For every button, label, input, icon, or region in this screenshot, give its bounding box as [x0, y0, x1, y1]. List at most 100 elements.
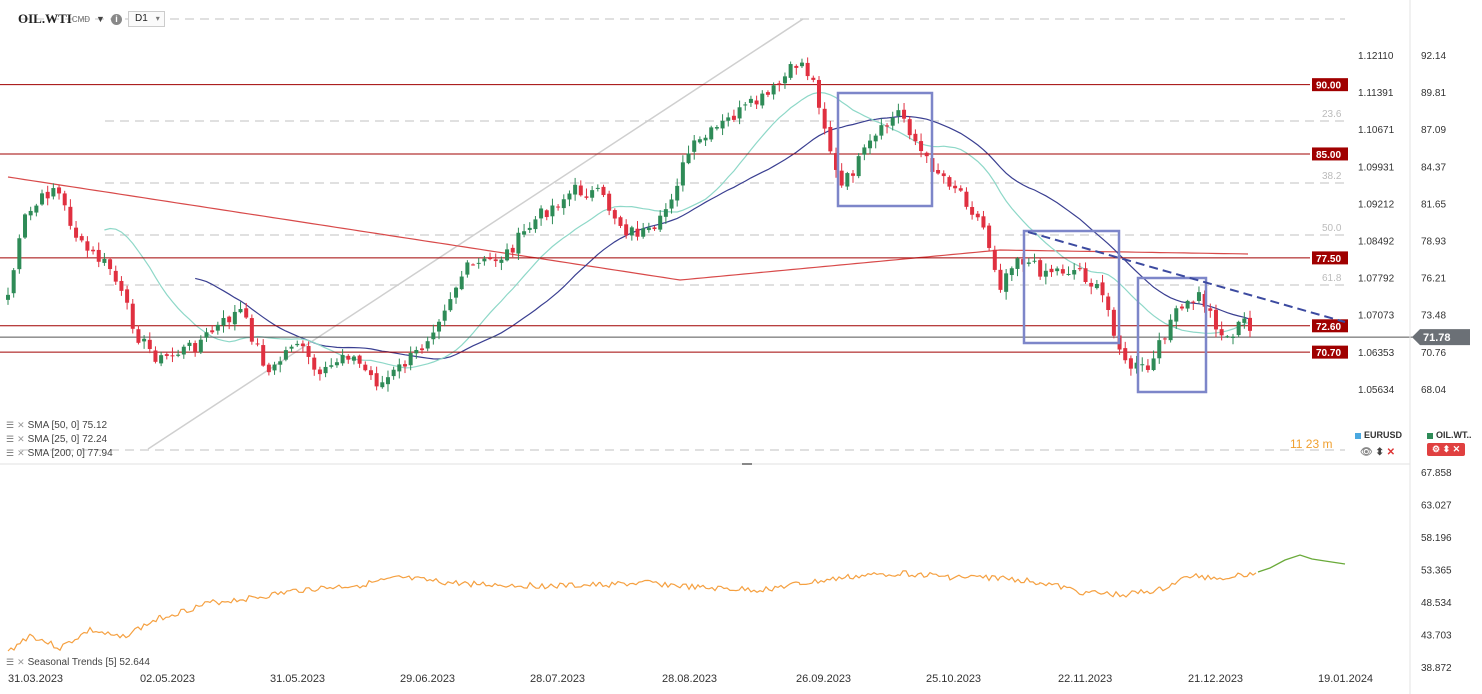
eye-icon[interactable]: 👁: [1360, 447, 1373, 458]
candle-body: [890, 117, 895, 126]
date-tick: 25.10.2023: [926, 673, 981, 685]
sma200-path: [7, 176, 1249, 281]
candle-body: [1066, 273, 1071, 275]
symbol-name[interactable]: OIL.WTI: [18, 11, 72, 26]
candle-body: [1100, 282, 1105, 296]
candle-body: [1083, 268, 1088, 282]
level-tag-label: 90.00: [1316, 81, 1341, 92]
close-icon[interactable]: ✕: [17, 657, 25, 667]
close-icon[interactable]: ✕: [17, 420, 25, 430]
candle-body: [1151, 358, 1156, 371]
menu-icon[interactable]: ☰: [6, 434, 15, 444]
candle-body: [363, 364, 368, 371]
price-tick: 87.09: [1421, 125, 1446, 136]
chevron-down-icon[interactable]: ▼: [96, 14, 105, 24]
candle-body: [312, 357, 317, 370]
candle-body: [924, 152, 929, 157]
timeframe-select[interactable]: D1: [127, 11, 165, 27]
candle-body: [198, 339, 203, 353]
menu-icon[interactable]: ☰: [6, 448, 15, 458]
candle-body: [590, 190, 595, 198]
candle-body: [1191, 301, 1196, 303]
candle-body: [425, 341, 430, 349]
candle-body: [306, 346, 311, 357]
indicator-sma25[interactable]: ☰ ✕ SMA [25, 0] 72.24: [6, 434, 107, 445]
candle-body: [936, 169, 941, 174]
level-tag-label: 70.70: [1316, 348, 1341, 359]
candle-body: [1055, 268, 1060, 272]
legend-oilwti-controls[interactable]: ⚙ ⬍ ✕: [1427, 443, 1466, 456]
candle-body: [1219, 329, 1224, 336]
close-icon[interactable]: ✕: [17, 434, 25, 444]
candle-body: [635, 228, 640, 237]
candle-body: [499, 259, 504, 263]
candle-body: [947, 177, 952, 187]
candle-body: [941, 173, 946, 177]
menu-icon[interactable]: ☰: [6, 420, 15, 430]
price-tick: 89.81: [1421, 88, 1446, 99]
close-icon[interactable]: ✕: [1386, 447, 1396, 458]
candle-body: [556, 206, 561, 208]
date-tick: 31.05.2023: [270, 673, 325, 685]
indicator-sma200[interactable]: ☰ ✕ SMA [200, 0] 77.94: [6, 448, 113, 459]
candle-body: [261, 345, 266, 366]
seasonal-tick: 53.365: [1421, 566, 1452, 577]
fib-label: 23.6: [1322, 109, 1342, 120]
legend-oilwti-label: OIL.WT..: [1436, 430, 1472, 440]
indicator-seasonal[interactable]: ☰ ✕ Seasonal Trends [5] 52.644: [6, 657, 150, 668]
info-icon[interactable]: i: [110, 13, 122, 25]
candle-body: [221, 317, 226, 326]
current-price-tag: [1412, 329, 1470, 346]
level-tag: [1312, 345, 1348, 359]
eurusd-tick: 1.11391: [1358, 88, 1394, 99]
sma50-line: [195, 115, 1251, 360]
candle-body: [805, 62, 810, 77]
candle-body: [414, 349, 419, 354]
candle-body: [28, 210, 33, 216]
candle-body: [578, 185, 583, 196]
candle-body: [1236, 321, 1241, 336]
candle-body: [544, 210, 549, 218]
legend-eurusd-controls[interactable]: 👁 ⬍ ✕: [1360, 447, 1395, 458]
close-icon[interactable]: ✕: [17, 448, 25, 458]
reorder-icon[interactable]: ⬍: [1375, 447, 1384, 458]
legend-oilwti[interactable]: OIL.WT..: [1427, 430, 1472, 440]
candle-body: [74, 227, 79, 238]
candle-body: [970, 207, 975, 215]
close-icon[interactable]: ✕: [1452, 444, 1461, 454]
candle-body: [96, 249, 101, 262]
candle-body: [771, 85, 776, 95]
candle-body: [533, 219, 538, 230]
seasonal-past-path: [7, 570, 1257, 652]
candle-body: [402, 364, 407, 367]
candle-body: [1015, 258, 1020, 269]
candle-body: [62, 193, 67, 206]
fib-label: 38.2: [1322, 171, 1342, 182]
candle-body: [913, 133, 918, 142]
candle-body: [385, 377, 390, 385]
seasonal-tick: 67.858: [1421, 468, 1452, 479]
candle-body: [170, 355, 175, 357]
candle-body: [992, 249, 997, 270]
indicator-label: SMA [200, 0] 77.94: [27, 448, 113, 459]
fib-grid: 23.6 38.2 50.0 61.8: [20, 18, 1345, 451]
indicator-sma50[interactable]: ☰ ✕ SMA [50, 0] 75.12: [6, 420, 107, 431]
candle-body: [686, 153, 691, 164]
candle-body: [1060, 269, 1065, 274]
menu-icon[interactable]: ☰: [6, 657, 15, 667]
level-tag: [1312, 319, 1348, 333]
eurusd-tick: 1.09212: [1358, 199, 1395, 210]
candle-body: [317, 369, 322, 375]
candle-body: [482, 258, 487, 262]
rectangle-box: [1136, 276, 1208, 394]
legend-eurusd[interactable]: EURUSD: [1355, 430, 1402, 440]
chart-header: OIL.WTI CMD ▼ i D1: [18, 10, 165, 28]
sma50-path: [195, 115, 1251, 360]
level-tag: [1312, 147, 1348, 161]
settings-icon[interactable]: ⚙: [1432, 444, 1441, 454]
candle-body: [799, 62, 804, 67]
candle-body: [340, 354, 345, 364]
reorder-icon[interactable]: ⬍: [1442, 444, 1451, 454]
candle-body: [11, 270, 16, 294]
